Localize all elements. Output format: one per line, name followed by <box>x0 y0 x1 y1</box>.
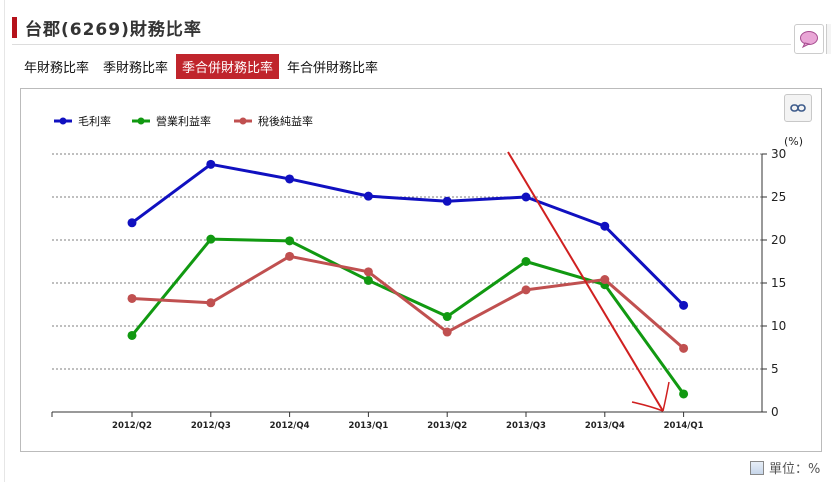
legend-label: 稅後純益率 <box>258 114 313 128</box>
y-tick-label: 25 <box>771 190 786 204</box>
chart-legend: 毛利率 營業利益率 稅後純益率 <box>54 114 313 128</box>
legend-marker <box>59 117 67 125</box>
data-point <box>285 174 295 184</box>
data-point <box>206 298 216 308</box>
y-tick-label: 30 <box>771 147 786 161</box>
data-point <box>363 275 373 285</box>
data-point <box>363 191 373 201</box>
y-tick-label: 15 <box>771 276 786 290</box>
page-title: 台郡(6269)財務比率 <box>12 14 202 40</box>
page-left-border <box>4 0 5 482</box>
series-line-2 <box>130 237 685 395</box>
tab-annual-ratio[interactable]: 年財務比率 <box>24 61 90 76</box>
x-tick-label: 2013/Q3 <box>506 421 546 431</box>
speech-bubble-button[interactable] <box>794 24 824 54</box>
title-accent-bar <box>12 16 17 38</box>
data-point <box>363 267 373 277</box>
y-tick-label: 5 <box>771 362 779 376</box>
y-tick-label: 20 <box>771 233 786 247</box>
x-tick-label: 2012/Q2 <box>112 421 152 431</box>
x-tick-label: 2013/Q1 <box>348 421 388 431</box>
legend-label: 營業利益率 <box>156 114 211 128</box>
data-point <box>127 293 137 303</box>
data-point <box>127 330 137 340</box>
data-point <box>521 257 531 266</box>
data-point <box>600 221 610 231</box>
table-icon <box>750 460 764 475</box>
x-tick-label: 2012/Q4 <box>270 421 310 431</box>
link-button[interactable] <box>784 94 812 122</box>
legend-marker <box>137 117 145 125</box>
y-unit-label: (%) <box>784 135 803 148</box>
data-point <box>521 192 531 202</box>
data-point <box>127 218 137 228</box>
y-tick-label: 0 <box>771 405 779 419</box>
arrow-head-left <box>631 401 664 412</box>
data-point <box>285 236 295 246</box>
data-point <box>442 196 452 206</box>
x-tick-label: 2014/Q1 <box>664 421 704 431</box>
data-point <box>442 312 452 322</box>
unit-footer: 單位：% <box>750 458 820 477</box>
data-point <box>600 275 610 285</box>
page-title-text: 台郡(6269)財務比率 <box>25 19 202 40</box>
arrow-head-right <box>662 381 670 412</box>
tab-quarterly-ratio[interactable]: 季財務比率 <box>103 61 169 76</box>
arrow-shaft <box>507 151 664 412</box>
tab-annual-consolidated-ratio[interactable]: 年合併財務比率 <box>287 61 379 76</box>
data-point <box>285 251 295 261</box>
speech-bubble-icon <box>800 31 818 48</box>
x-tick-label: 2013/Q2 <box>427 421 467 431</box>
x-tick-label: 2012/Q3 <box>191 421 231 431</box>
data-point <box>206 234 216 244</box>
data-point <box>679 300 689 310</box>
chart-container <box>20 88 822 452</box>
data-point <box>679 343 689 353</box>
legend-marker <box>239 117 247 125</box>
title-divider <box>12 44 791 45</box>
chart-axes: 0 5 10 15 20 25 30(%) 2012/Q2 2012/Q3 2012/Q4 2013… <box>51 135 803 431</box>
chart-grid <box>52 153 762 370</box>
data-point <box>206 159 216 169</box>
link-icon <box>790 104 806 112</box>
chart-series <box>127 159 689 399</box>
tab-quarterly-consolidated-ratio[interactable]: 季合併財務比率 <box>176 54 280 79</box>
side-panel-handle[interactable] <box>826 24 831 54</box>
series-line-3 <box>131 254 685 350</box>
ratio-tabs: 年財務比率 季財務比率 季合併財務比率 年合併財務比率 <box>18 54 386 79</box>
data-point <box>442 327 452 337</box>
data-point <box>521 285 531 295</box>
unit-label: 單位：% <box>769 462 821 477</box>
legend-label: 毛利率 <box>78 114 111 128</box>
red-arrow-annotation <box>507 151 670 412</box>
data-point <box>679 389 689 399</box>
y-tick-label: 10 <box>771 319 786 333</box>
series-line-1 <box>131 162 685 307</box>
x-tick-label: 2013/Q4 <box>585 421 625 431</box>
